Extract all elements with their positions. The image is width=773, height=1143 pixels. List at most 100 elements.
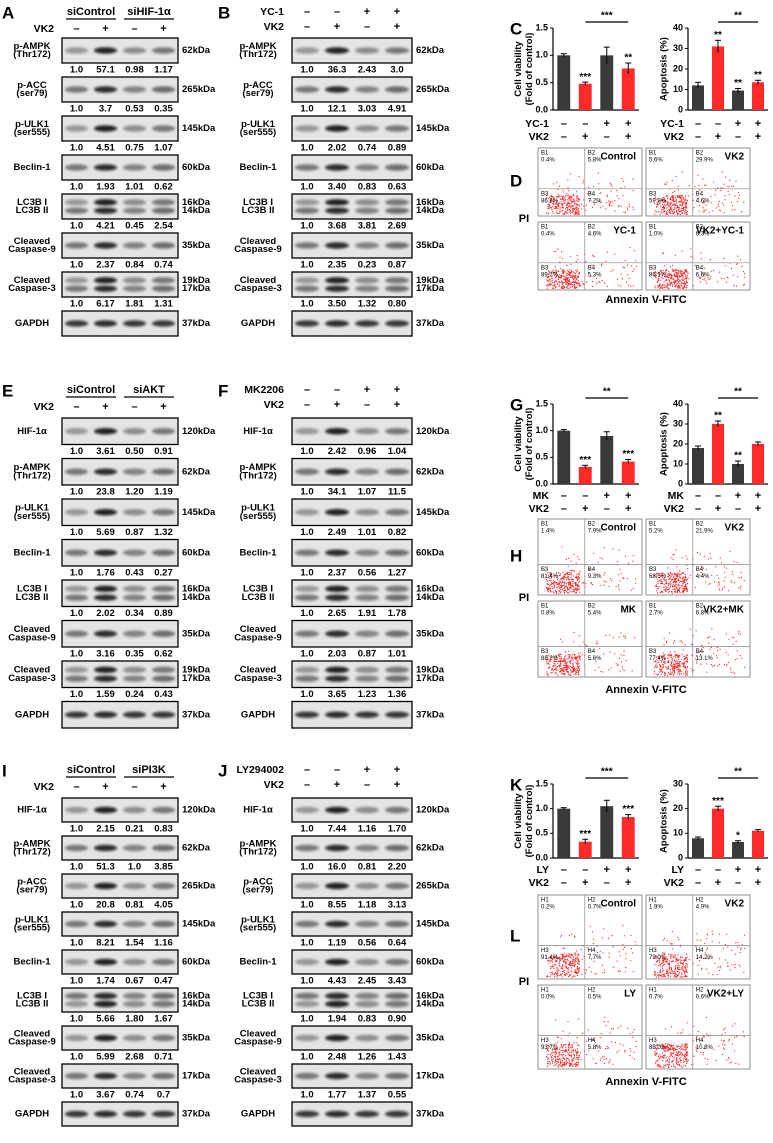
band xyxy=(385,509,409,516)
event-dot xyxy=(559,657,561,660)
event-dot xyxy=(581,654,583,656)
band xyxy=(295,242,319,249)
event-dot xyxy=(675,665,677,667)
event-dot xyxy=(657,673,659,675)
event-dot xyxy=(578,656,581,658)
event-dot xyxy=(605,581,607,583)
band xyxy=(122,125,147,132)
event-dot xyxy=(574,581,576,584)
event-dot xyxy=(676,283,678,285)
event-dot xyxy=(668,660,670,662)
event-dot xyxy=(730,267,733,270)
event-dot xyxy=(575,959,577,961)
event-dot xyxy=(671,195,673,197)
event-dot xyxy=(553,199,555,201)
event-dot xyxy=(570,287,572,289)
event-dot xyxy=(550,583,552,586)
event-dot xyxy=(678,271,680,273)
event-dot xyxy=(575,672,577,675)
event-dot xyxy=(569,591,571,593)
event-dot xyxy=(663,212,665,214)
event-dot xyxy=(681,1055,683,1057)
event-dot xyxy=(624,971,627,973)
band xyxy=(64,47,89,54)
event-dot xyxy=(735,180,737,182)
event-dot xyxy=(668,202,670,204)
event-dot xyxy=(545,1056,548,1058)
event-dot xyxy=(570,276,572,278)
event-dot xyxy=(667,284,669,286)
event-dot xyxy=(673,207,675,209)
band xyxy=(64,1034,89,1042)
band xyxy=(151,47,176,54)
event-dot xyxy=(696,652,699,654)
event-dot xyxy=(705,184,707,186)
event-dot xyxy=(556,970,558,973)
event-dot xyxy=(570,282,573,284)
event-dot xyxy=(721,589,724,591)
event-dot xyxy=(562,287,564,290)
event-dot xyxy=(566,968,569,970)
event-dot xyxy=(546,655,548,657)
event-dot xyxy=(568,587,571,589)
event-dot xyxy=(669,975,672,977)
event-dot xyxy=(677,662,679,664)
event-dot xyxy=(728,1058,730,1060)
event-dot xyxy=(576,197,579,199)
event-dot xyxy=(662,270,664,272)
bar xyxy=(752,830,764,858)
treatment-sign: – xyxy=(131,23,137,35)
quadrant-value: 5.8% xyxy=(588,1045,602,1051)
event-dot xyxy=(676,211,678,213)
quant-value: 0.64 xyxy=(388,938,407,949)
event-dot xyxy=(553,582,555,584)
event-dot xyxy=(634,941,636,943)
event-dot xyxy=(556,959,558,962)
event-dot xyxy=(563,281,565,284)
event-dot xyxy=(679,976,681,978)
quant-value: 0.87 xyxy=(358,649,377,660)
event-dot xyxy=(578,577,581,579)
band xyxy=(385,666,409,674)
event-dot xyxy=(591,206,594,208)
event-dot xyxy=(562,1056,564,1058)
y-tick-label: 30 xyxy=(673,418,683,428)
event-dot xyxy=(632,285,634,287)
event-dot xyxy=(668,276,670,279)
event-dot xyxy=(611,205,613,207)
event-dot xyxy=(553,271,556,273)
event-dot xyxy=(568,666,570,668)
event-dot xyxy=(669,577,671,580)
event-dot xyxy=(659,1065,661,1067)
y-tick-label: 40 xyxy=(673,22,683,32)
event-dot xyxy=(548,666,550,669)
event-dot xyxy=(659,668,661,670)
event-dot xyxy=(657,272,659,274)
event-dot xyxy=(685,204,687,207)
band xyxy=(151,125,176,132)
event-dot xyxy=(656,665,658,667)
event-dot xyxy=(707,957,709,959)
event-dot xyxy=(673,581,675,583)
event-dot xyxy=(582,641,584,643)
event-dot xyxy=(662,1066,664,1068)
event-dot xyxy=(657,1064,659,1066)
event-dot xyxy=(670,954,672,956)
event-dot xyxy=(678,275,681,277)
band xyxy=(151,1000,176,1008)
event-dot xyxy=(585,645,587,647)
event-dot xyxy=(576,585,579,587)
event-dot xyxy=(606,285,609,287)
event-dot xyxy=(555,206,557,209)
event-dot xyxy=(663,672,666,674)
event-dot xyxy=(549,659,551,661)
event-dot xyxy=(703,184,706,186)
event-dot xyxy=(686,277,688,279)
band xyxy=(355,844,379,852)
event-dot xyxy=(548,280,550,282)
event-dot xyxy=(667,209,669,211)
event-dot xyxy=(727,654,729,656)
event-dot xyxy=(578,573,580,575)
event-dot xyxy=(563,587,565,589)
panel-letter: F xyxy=(218,381,228,400)
